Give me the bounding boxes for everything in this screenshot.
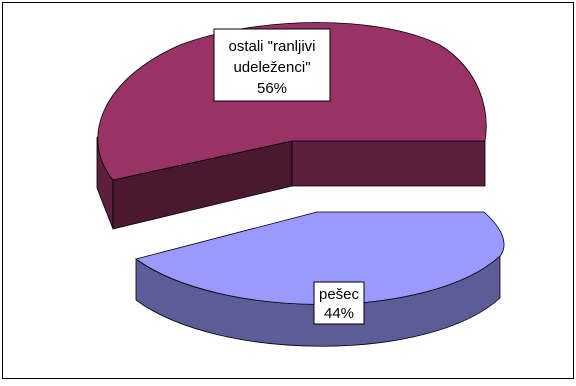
slice-ostali-label-line-3: 56%	[257, 80, 287, 97]
slice-pesec-label-line-1: pešec	[319, 286, 360, 303]
slice-pesec-label-box	[313, 281, 365, 325]
slice-pesec-top	[135, 211, 505, 305]
pie-slice-pesec: pešec 44%	[135, 211, 505, 347]
slice-pesec-label-line-2: 44%	[324, 305, 354, 322]
slice-ostali-label-box	[213, 28, 331, 102]
slice-ostali-label-line-2: udeleženci"	[233, 59, 310, 76]
slice-ostali-label-line-1: ostali "ranljivi	[228, 38, 315, 55]
pie-slice-ostali: ostali "ranljivi udeleženci" 56%	[96, 22, 487, 230]
slice-ostali-front-right	[291, 140, 486, 187]
